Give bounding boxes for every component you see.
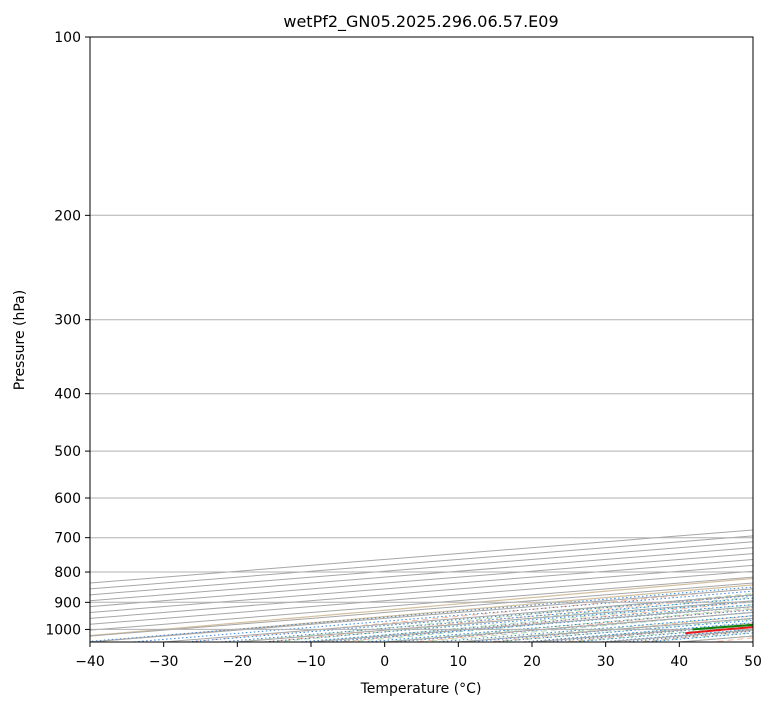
y-tick-label: 700 <box>54 531 81 547</box>
dry-adiabat <box>706 637 753 642</box>
dry-adiabat <box>763 24 775 645</box>
pressure-grid <box>90 37 753 630</box>
isotherm-line <box>90 553 753 608</box>
background-lines <box>90 24 775 645</box>
mixing-ratio-line <box>461 617 753 642</box>
x-tick-label: 30 <box>597 654 615 670</box>
moist-adiabat <box>531 622 753 642</box>
dewpoint-line <box>692 623 753 631</box>
mixing-ratio-line <box>486 619 753 642</box>
x-tick-label: −20 <box>223 654 253 670</box>
y-tick-label: 1000 <box>45 622 81 638</box>
isotherm-line <box>90 582 753 637</box>
mixing-ratio-line <box>90 586 753 642</box>
isotherm-line <box>90 541 753 596</box>
x-tick-label: 50 <box>744 654 762 670</box>
moist-adiabat <box>347 604 753 642</box>
y-tick-label: 300 <box>54 313 81 329</box>
isotherm-line <box>451 617 753 642</box>
moist-adiabat <box>568 625 753 642</box>
x-tick-label: 40 <box>670 654 688 670</box>
isotherm-line <box>90 535 753 590</box>
x-tick-label: −30 <box>149 654 179 670</box>
isotherm-line <box>90 576 753 631</box>
y-axis-label: Pressure (hPa) <box>12 290 28 390</box>
dry-adiabat <box>258 594 753 642</box>
dry-adiabat <box>482 615 753 642</box>
x-tick-label: 10 <box>449 654 467 670</box>
isotherm-line <box>90 558 753 613</box>
isotherm-line <box>304 606 753 642</box>
moist-adiabat <box>310 600 753 642</box>
y-tick-label: 100 <box>54 30 81 46</box>
y-axis: 100 200 300 400 500 600 700 800 900 1000 <box>45 30 90 638</box>
y-tick-label: 600 <box>54 491 81 507</box>
y-tick-label: 400 <box>54 387 81 403</box>
chart-title: wetPf2_GN05.2025.296.06.57.E09 <box>283 12 558 32</box>
dry-adiabat <box>183 587 753 642</box>
plot-frame <box>89 36 754 643</box>
isotherm-line <box>598 629 753 642</box>
isotherm-line <box>90 529 753 584</box>
ice-line <box>90 584 753 642</box>
isotherm-line <box>156 594 753 642</box>
mixing-ratio-line <box>515 622 753 642</box>
y-tick-label: 900 <box>54 595 81 611</box>
mixing-ratio-line <box>125 590 753 642</box>
moist-adiabat <box>274 596 753 642</box>
x-tick-label: 20 <box>523 654 541 670</box>
y-tick-label: 800 <box>54 565 81 581</box>
dry-adiabat <box>557 622 753 642</box>
dry-adiabat <box>407 608 753 642</box>
x-tick-label: −40 <box>75 654 105 670</box>
mixing-ratio-line <box>359 609 753 642</box>
x-tick-label: −10 <box>296 654 326 670</box>
y-tick-label: 500 <box>54 444 81 460</box>
isotherm-line <box>90 547 753 602</box>
x-tick-label: 0 <box>380 654 389 670</box>
moist-adiabat <box>384 607 753 642</box>
x-axis-label: Temperature (°C) <box>360 681 482 697</box>
y-tick-label: 200 <box>54 208 81 224</box>
isotherm-line <box>90 588 753 642</box>
moist-adiabat <box>679 635 753 642</box>
isotherm-line <box>90 564 753 619</box>
mixing-ratio-line <box>430 615 753 642</box>
isotherm-line <box>746 641 753 642</box>
isotherm-line <box>90 570 753 625</box>
ice-line <box>90 577 753 637</box>
x-axis: −40 −30 −20 −10 0 10 20 30 40 50 <box>75 642 762 670</box>
mixing-ratio-line <box>388 611 753 642</box>
